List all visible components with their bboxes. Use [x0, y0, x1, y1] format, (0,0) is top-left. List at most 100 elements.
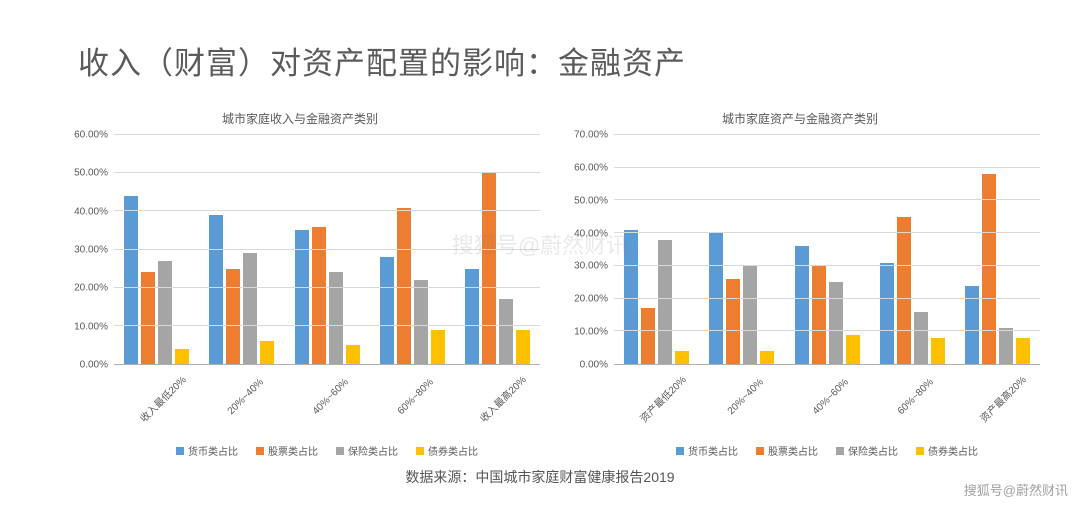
y-tick-label: 60.00%: [574, 162, 608, 173]
chart-right-panel: 城市家庭资产与金融资产类别 0.00%10.00%20.00%30.00%40.…: [560, 110, 1040, 458]
x-tick-label: 40%~60%: [284, 365, 369, 441]
bar: [226, 269, 240, 364]
bar: [658, 240, 672, 364]
legend-swatch: [176, 447, 184, 455]
legend-item: 股票类占比: [756, 443, 818, 458]
legend-item: 债券类占比: [416, 443, 478, 458]
x-tick-label: 60%~80%: [870, 365, 955, 441]
legend-label: 股票类占比: [268, 443, 318, 458]
y-tick-label: 40.00%: [574, 228, 608, 239]
bar: [243, 253, 257, 364]
bar: [380, 257, 394, 364]
y-tick-label: 20.00%: [574, 294, 608, 305]
right-chart-title: 城市家庭资产与金融资产类别: [560, 110, 1040, 127]
y-tick-label: 10.00%: [574, 327, 608, 338]
bar: [295, 230, 309, 364]
right-x-axis: 资产最低20%20%~40%40%~60%60%~80%资产最高20%: [614, 365, 1040, 441]
legend-label: 债券类占比: [928, 443, 978, 458]
bar: [726, 279, 740, 364]
bar: [880, 263, 894, 364]
bar: [675, 351, 689, 364]
bar-group: [114, 135, 199, 364]
legend-item: 保险类占比: [836, 443, 898, 458]
bar: [641, 308, 655, 364]
legend-swatch: [256, 447, 264, 455]
bar-group: [284, 135, 369, 364]
gridline: [614, 134, 1040, 135]
gridline: [614, 199, 1040, 200]
y-tick-label: 60.00%: [74, 130, 108, 141]
legend-label: 债券类占比: [428, 443, 478, 458]
legend-item: 股票类占比: [256, 443, 318, 458]
x-tick-label: 20%~40%: [699, 365, 784, 441]
bar: [999, 328, 1013, 364]
chart-left-panel: 城市家庭收入与金融资产类别 0.00%10.00%20.00%30.00%40.…: [60, 110, 540, 458]
x-tick-label: 20%~40%: [199, 365, 284, 441]
bar: [431, 330, 445, 364]
gridline: [114, 210, 540, 211]
x-tick-label: 收入最高20%: [455, 365, 540, 441]
bar: [829, 282, 843, 364]
legend-label: 货币类占比: [188, 443, 238, 458]
bar-group: [370, 135, 455, 364]
y-tick-label: 50.00%: [74, 168, 108, 179]
gridline: [614, 330, 1040, 331]
source-line: 数据来源：中国城市家庭财富健康报告2019: [0, 467, 1080, 487]
bar: [931, 338, 945, 364]
gridline: [614, 167, 1040, 168]
legend-swatch: [916, 447, 924, 455]
x-tick-label: 40%~60%: [784, 365, 869, 441]
bar-group: [199, 135, 284, 364]
left-legend: 货币类占比 股票类占比 保险类占比 债券类占比: [114, 443, 540, 458]
bar: [312, 227, 326, 364]
legend-swatch: [336, 447, 344, 455]
legend-item: 保险类占比: [336, 443, 398, 458]
y-tick-label: 40.00%: [74, 206, 108, 217]
charts-row: 城市家庭收入与金融资产类别 0.00%10.00%20.00%30.00%40.…: [60, 110, 1040, 458]
legend-label: 保险类占比: [848, 443, 898, 458]
bar: [124, 196, 138, 364]
y-tick-label: 0.00%: [580, 360, 608, 371]
bar: [760, 351, 774, 364]
page-title: 收入（财富）对资产配置的影响：金融资产: [78, 38, 686, 83]
gridline: [614, 298, 1040, 299]
y-tick-label: 0.00%: [80, 360, 108, 371]
right-y-axis: 0.00%10.00%20.00%30.00%40.00%50.00%60.00…: [560, 135, 614, 365]
bar: [897, 217, 911, 364]
bar: [465, 269, 479, 364]
left-bar-groups: [114, 135, 540, 364]
bar: [743, 266, 757, 364]
bar: [260, 341, 274, 364]
legend-label: 货币类占比: [688, 443, 738, 458]
legend-swatch: [836, 447, 844, 455]
legend-label: 保险类占比: [348, 443, 398, 458]
legend-swatch: [676, 447, 684, 455]
bar: [346, 345, 360, 364]
bar: [1016, 338, 1030, 364]
gridline: [614, 232, 1040, 233]
gridline: [114, 325, 540, 326]
x-tick-label: 资产最高20%: [955, 365, 1040, 441]
legend-item: 货币类占比: [176, 443, 238, 458]
y-tick-label: 20.00%: [74, 283, 108, 294]
bar: [516, 330, 530, 364]
legend-swatch: [416, 447, 424, 455]
left-plot-area: [114, 135, 540, 365]
bar: [482, 173, 496, 364]
y-tick-label: 50.00%: [574, 195, 608, 206]
legend-swatch: [756, 447, 764, 455]
gridline: [114, 172, 540, 173]
gridline: [114, 287, 540, 288]
bar: [812, 266, 826, 364]
legend-item: 债券类占比: [916, 443, 978, 458]
left-y-axis: 0.00%10.00%20.00%30.00%40.00%50.00%60.00…: [60, 135, 114, 365]
bar: [846, 335, 860, 364]
gridline: [114, 249, 540, 250]
y-tick-label: 10.00%: [74, 321, 108, 332]
gridline: [114, 134, 540, 135]
y-tick-label: 30.00%: [74, 245, 108, 256]
legend-item: 货币类占比: [676, 443, 738, 458]
left-x-axis: 收入最低20%20%~40%40%~60%60%~80%收入最高20%: [114, 365, 540, 441]
bar: [709, 233, 723, 364]
bar: [175, 349, 189, 364]
